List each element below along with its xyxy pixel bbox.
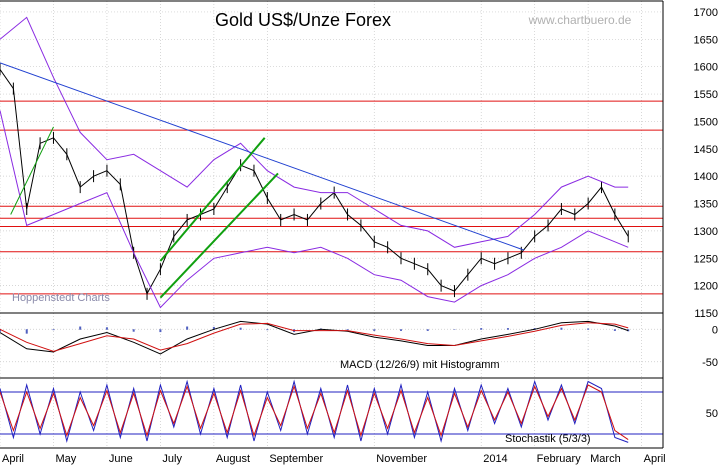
y-tick-label: 1150: [694, 308, 718, 320]
macd-tick-label: 0: [712, 324, 718, 336]
y-tick-label: 1350: [694, 199, 718, 211]
x-tick-label: November: [376, 453, 427, 465]
axes: [0, 0, 664, 449]
series-group: [0, 16, 630, 443]
macd-histogram-bar: [159, 329, 162, 333]
macd-histogram-bar: [613, 329, 616, 331]
x-tick-label: August: [216, 453, 250, 465]
y-tick-label: 1300: [694, 226, 718, 238]
chart-title: Gold US$/Unze Forex: [215, 10, 391, 30]
series-channel-upper: [159, 137, 266, 262]
x-tick-label: April: [644, 453, 666, 465]
macd-histogram-bar: [426, 329, 429, 331]
macd-histogram-bar: [212, 326, 215, 330]
x-tick-label: February: [537, 453, 582, 465]
source-note: Hoppenstedt Charts: [12, 292, 110, 304]
y-tick-label: 1500: [694, 116, 718, 128]
macd-histogram-bar: [105, 327, 108, 330]
x-tick-label: April: [2, 453, 24, 465]
macd-histogram-bar: [0, 329, 1, 332]
stochastic-label: Stochastik (5/3/3): [505, 433, 591, 445]
stoch-tick-label: 50: [706, 408, 718, 420]
x-tick-label: May: [55, 453, 76, 465]
macd-histogram-bar: [560, 327, 563, 330]
macd-histogram-bar: [25, 329, 28, 334]
macd-tick-label: -50: [702, 357, 718, 369]
watermark: www.chartbuero.de: [528, 13, 632, 27]
macd-histogram-bar: [266, 329, 269, 331]
y-tick-label: 1700: [694, 7, 718, 19]
macd-histogram-bar: [453, 329, 456, 330]
macd-histogram-bar: [587, 328, 590, 330]
macd-histogram-bar: [186, 326, 189, 330]
series-stoch-pct-D: [0, 384, 629, 441]
x-tick-label: March: [590, 453, 621, 465]
series-bollinger-upper: [0, 16, 629, 248]
y-tick-label: 1650: [694, 34, 718, 46]
series-trendline: [0, 62, 525, 251]
y-tick-label: 1600: [694, 62, 718, 74]
macd-label: MACD (12/26/9) mit Histogramm: [340, 359, 500, 371]
x-tick-label: September: [269, 453, 323, 465]
macd-histogram-bar: [52, 329, 55, 331]
y-tick-label: 1400: [694, 171, 718, 183]
macd-histogram-bar: [373, 329, 376, 331]
macd-histogram-bar: [346, 329, 349, 331]
macd-histogram-bar: [132, 329, 135, 332]
macd-histogram-bar: [480, 328, 483, 330]
series-bollinger-lower: [0, 110, 629, 309]
x-tick-label: July: [162, 453, 182, 465]
y-tick-label: 1200: [694, 281, 718, 293]
macd-histogram-bar: [79, 326, 82, 330]
series-macd: [0, 320, 629, 355]
macd-histogram-bar: [239, 327, 242, 330]
y-tick-label: 1550: [694, 89, 718, 101]
macd-histogram-bar: [400, 329, 403, 331]
x-tick-label: June: [109, 453, 133, 465]
macd-histogram-bar: [506, 328, 509, 330]
y-tick-label: 1250: [694, 253, 718, 265]
y-tick-label: 1450: [694, 144, 718, 156]
x-tick-label: 2014: [483, 453, 507, 465]
axis-ticks: April May June July August September November 2…: [2, 7, 718, 465]
series-signal: [0, 322, 629, 352]
series-channel-inner: [10, 126, 54, 215]
series-channel-lower: [159, 172, 279, 299]
